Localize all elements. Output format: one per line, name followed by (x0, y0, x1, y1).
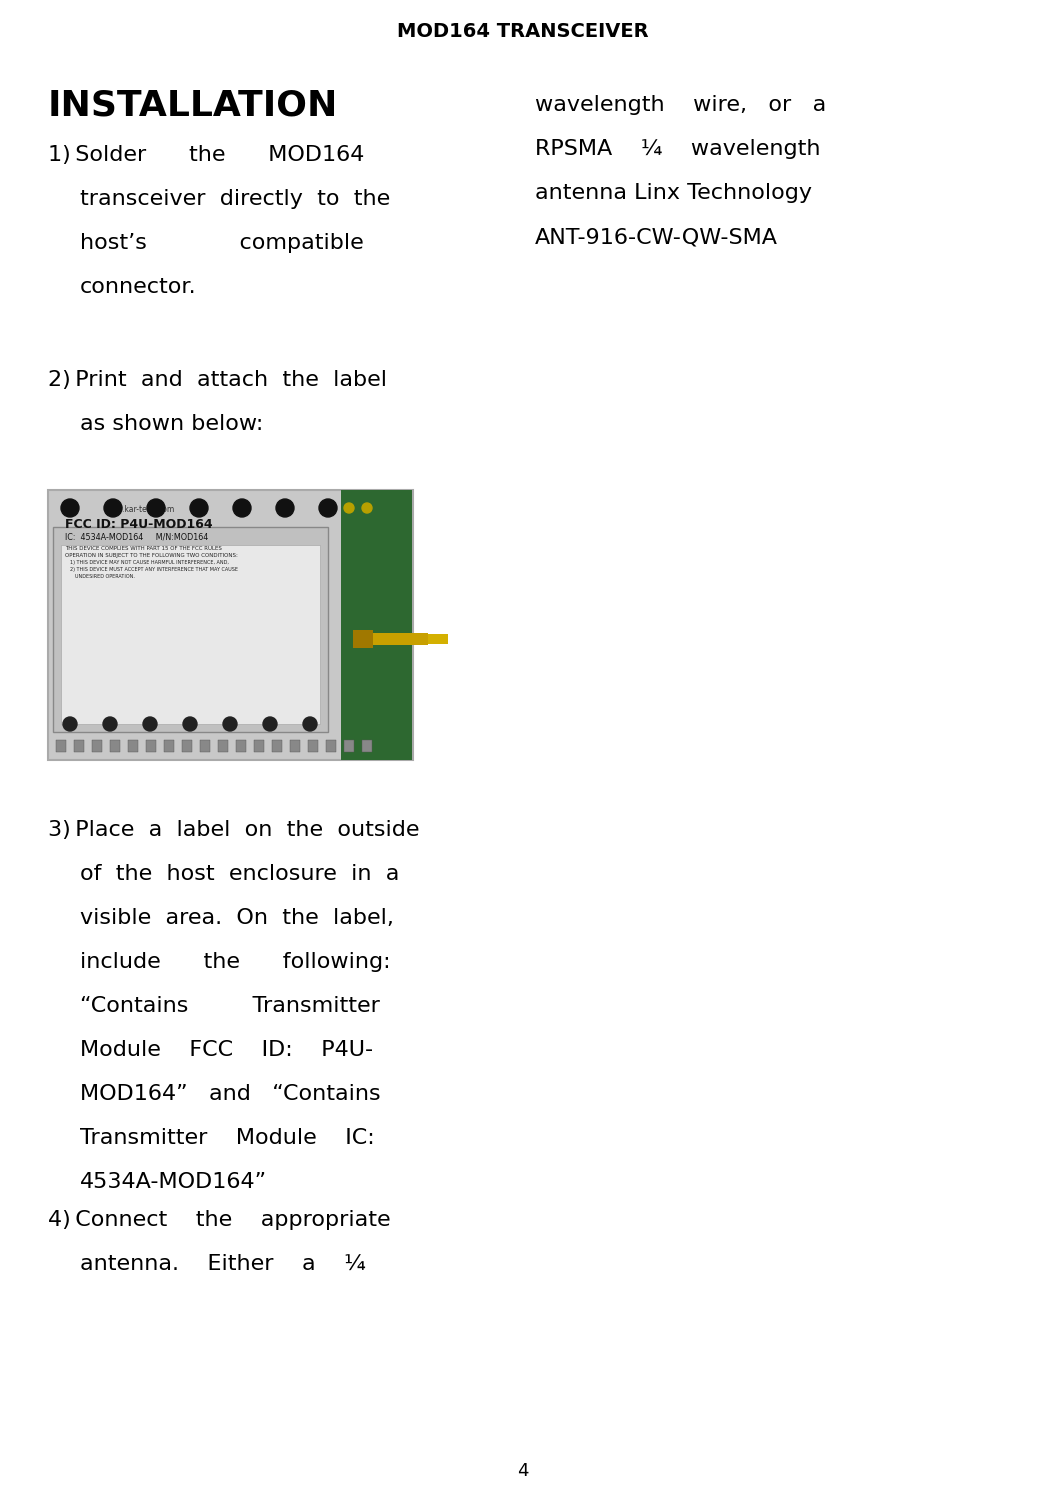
Text: 2) THIS DEVICE MUST ACCEPT ANY INTERFERENCE THAT MAY CAUSE: 2) THIS DEVICE MUST ACCEPT ANY INTERFERE… (70, 567, 238, 571)
Circle shape (61, 498, 79, 516)
Bar (74, 740, 84, 751)
Text: connector.: connector. (79, 277, 197, 298)
Text: “Contains         Transmitter: “Contains Transmitter (79, 995, 380, 1016)
Bar (128, 740, 138, 751)
Text: 4: 4 (518, 1463, 528, 1481)
Circle shape (103, 717, 117, 731)
Bar (428, 634, 448, 644)
Circle shape (233, 498, 251, 516)
Text: wavelength    wire,   or   a: wavelength wire, or a (535, 95, 826, 115)
Text: Module    FCC    ID:    P4U-: Module FCC ID: P4U- (79, 1040, 373, 1059)
Bar (56, 740, 66, 751)
Text: 4534A-MOD164”: 4534A-MOD164” (79, 1173, 267, 1192)
Bar (218, 740, 228, 751)
Bar (326, 740, 336, 751)
Bar (48, 490, 413, 760)
Text: of  the  host  enclosure  in  a: of the host enclosure in a (79, 865, 400, 884)
Bar (61, 545, 320, 725)
Bar (110, 740, 120, 751)
Bar (53, 527, 328, 732)
Bar (236, 740, 246, 751)
Text: antenna Linx Technology: antenna Linx Technology (535, 183, 812, 202)
Bar (353, 629, 373, 647)
Circle shape (190, 498, 208, 516)
Text: host’s             compatible: host’s compatible (79, 234, 364, 253)
Text: as shown below:: as shown below: (79, 414, 264, 434)
Bar (200, 740, 210, 751)
Text: www.kar-tech.com: www.kar-tech.com (105, 504, 176, 513)
Circle shape (183, 717, 197, 731)
Text: transceiver  directly  to  the: transceiver directly to the (79, 189, 390, 208)
Bar (373, 632, 428, 644)
Bar (341, 490, 412, 760)
Circle shape (276, 498, 294, 516)
Text: THIS DEVICE COMPLIES WITH PART 15 OF THE FCC RULES: THIS DEVICE COMPLIES WITH PART 15 OF THE… (65, 546, 222, 551)
Text: 2) Print  and  attach  the  label: 2) Print and attach the label (48, 371, 387, 390)
Bar (272, 740, 282, 751)
Text: OPERATION IN SUBJECT TO THE FOLLOWING TWO CONDITIONS:: OPERATION IN SUBJECT TO THE FOLLOWING TW… (65, 554, 237, 558)
Text: RPSMA    ¼    wavelength: RPSMA ¼ wavelength (535, 138, 820, 159)
Text: UNDESIRED OPERATION.: UNDESIRED OPERATION. (75, 574, 135, 579)
Circle shape (362, 503, 372, 513)
Circle shape (147, 498, 165, 516)
Circle shape (263, 717, 277, 731)
Text: INSTALLATION: INSTALLATION (48, 88, 338, 122)
Circle shape (223, 717, 237, 731)
Circle shape (143, 717, 157, 731)
Circle shape (344, 503, 354, 513)
Text: Transmitter    Module    IC:: Transmitter Module IC: (79, 1128, 374, 1149)
Bar (146, 740, 156, 751)
Circle shape (104, 498, 122, 516)
Text: 3) Place  a  label  on  the  outside: 3) Place a label on the outside (48, 820, 419, 841)
Text: ANT-916-CW-QW-SMA: ANT-916-CW-QW-SMA (535, 228, 778, 247)
Bar (182, 740, 192, 751)
Bar (164, 740, 174, 751)
Circle shape (63, 717, 77, 731)
Text: visible  area.  On  the  label,: visible area. On the label, (79, 908, 394, 929)
Text: IC:  4534A-MOD164     M/N:MOD164: IC: 4534A-MOD164 M/N:MOD164 (65, 533, 208, 542)
Text: 1) THIS DEVICE MAY NOT CAUSE HARMFUL INTERFERENCE, AND,: 1) THIS DEVICE MAY NOT CAUSE HARMFUL INT… (70, 559, 229, 565)
Bar (254, 740, 264, 751)
Text: MOD164”   and   “Contains: MOD164” and “Contains (79, 1083, 381, 1104)
Text: FCC ID: P4U-MOD164: FCC ID: P4U-MOD164 (65, 518, 212, 531)
Circle shape (319, 498, 337, 516)
Text: 4) Connect    the    appropriate: 4) Connect the appropriate (48, 1210, 390, 1231)
Text: MOD164 TRANSCEIVER: MOD164 TRANSCEIVER (397, 22, 649, 42)
Text: include      the      following:: include the following: (79, 952, 390, 972)
Bar (92, 740, 103, 751)
Text: antenna.    Either    a    ¼: antenna. Either a ¼ (79, 1254, 366, 1274)
Bar (344, 740, 354, 751)
Bar (362, 740, 372, 751)
Text: 1) Solder      the      MOD164: 1) Solder the MOD164 (48, 144, 364, 165)
Bar (290, 740, 300, 751)
Circle shape (303, 717, 317, 731)
Bar (308, 740, 318, 751)
